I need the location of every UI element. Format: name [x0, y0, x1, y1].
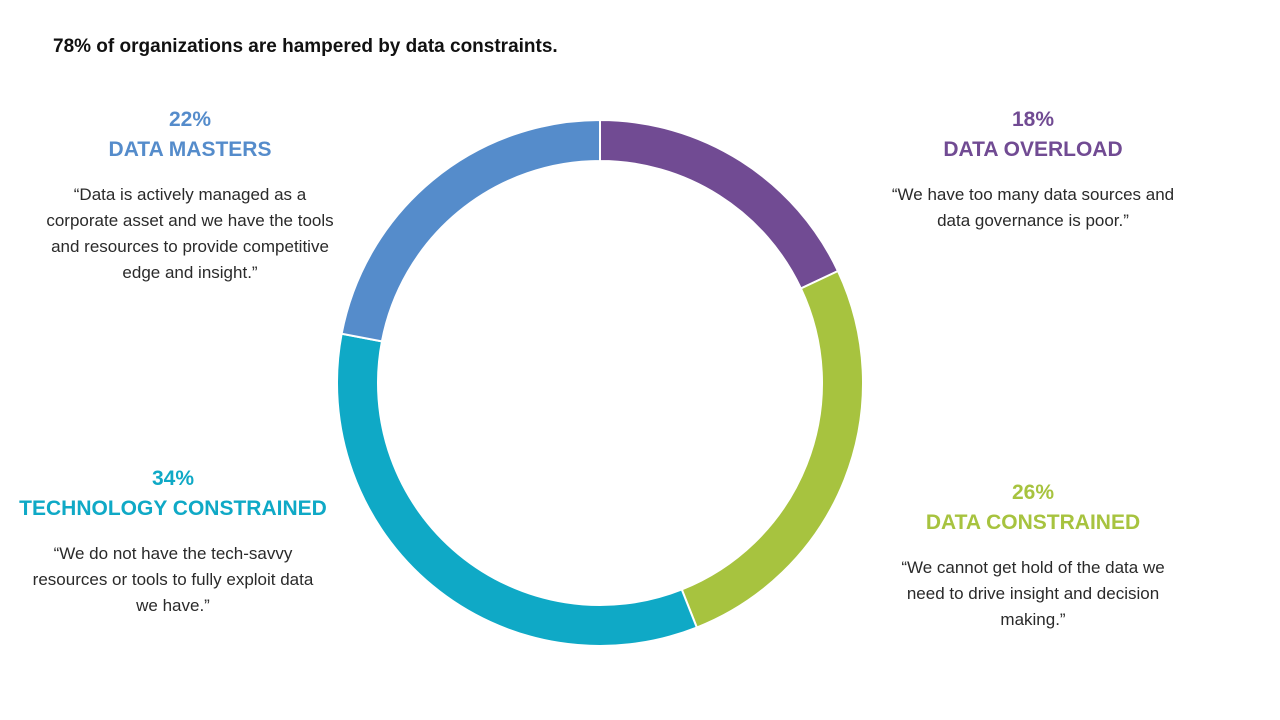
label-data-constrained: 26% DATA CONSTRAINED “We cannot get hold…	[885, 482, 1181, 633]
donut-segment-overload	[599, 118, 840, 290]
name-data-overload: DATA OVERLOAD	[943, 138, 1123, 161]
name-technology-constrained: TECHNOLOGY CONSTRAINED	[19, 497, 327, 520]
donut-segment-constrained	[680, 269, 864, 629]
quote-technology-constrained: “We do not have the tech-savvy resources…	[32, 544, 314, 615]
quote-data-constrained: “We cannot get hold of the data we need …	[901, 558, 1165, 629]
name-data-masters: DATA MASTERS	[108, 138, 272, 161]
percent-data-masters: 22%	[168, 108, 212, 131]
percent-data-overload: 18%	[1011, 108, 1055, 131]
percent-technology-constrained: 34%	[151, 467, 195, 490]
chart-title: 78% of organizations are hampered by dat…	[53, 36, 558, 57]
label-data-overload: 18% DATA OVERLOAD “We have too many data…	[880, 109, 1186, 234]
quote-data-overload: “We have too many data sources and data …	[891, 185, 1175, 230]
percent-data-constrained: 26%	[1011, 481, 1055, 504]
label-technology-constrained: 34% TECHNOLOGY CONSTRAINED “We do not ha…	[8, 468, 338, 619]
donut-segment-technology	[336, 332, 699, 647]
quote-data-masters: “Data is actively managed as a corporate…	[46, 185, 334, 282]
label-data-masters: 22% DATA MASTERS “Data is actively manag…	[40, 109, 340, 286]
name-data-constrained: DATA CONSTRAINED	[925, 511, 1141, 534]
donut-segment-masters	[340, 118, 601, 343]
